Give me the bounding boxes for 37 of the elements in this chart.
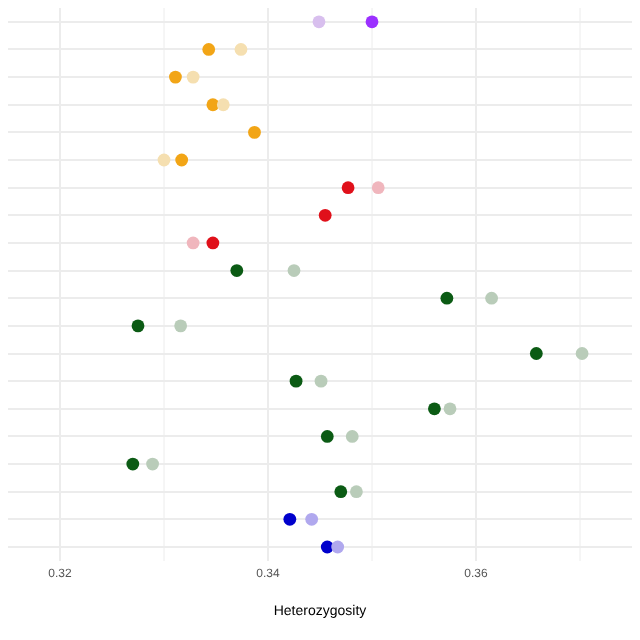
point: [131, 319, 145, 333]
point: [529, 347, 543, 360]
point: [350, 485, 363, 499]
point: [287, 264, 301, 277]
point: [320, 430, 334, 443]
point: [126, 457, 140, 471]
point: [289, 374, 303, 388]
point: [234, 43, 248, 56]
point: [314, 374, 328, 388]
point: [371, 181, 385, 195]
point: [206, 98, 220, 112]
point: [157, 153, 171, 167]
point: [230, 264, 244, 277]
point: [443, 402, 457, 416]
point: [440, 291, 454, 305]
point: [305, 512, 319, 526]
point: [186, 70, 200, 84]
point: [186, 236, 200, 250]
point: [146, 457, 159, 471]
point: [318, 208, 332, 222]
point: [312, 15, 326, 29]
point: [169, 70, 182, 84]
point: [428, 402, 441, 416]
point: [175, 153, 189, 167]
point: [341, 181, 355, 195]
point: [216, 98, 230, 112]
point: [345, 430, 359, 443]
point: [575, 347, 589, 360]
point: [206, 236, 220, 250]
point: [331, 540, 345, 554]
point: [283, 512, 297, 526]
point: [248, 125, 261, 139]
point: [202, 43, 216, 56]
point: [485, 291, 498, 305]
point: [334, 485, 348, 499]
point: [365, 15, 379, 29]
point: [174, 319, 188, 333]
